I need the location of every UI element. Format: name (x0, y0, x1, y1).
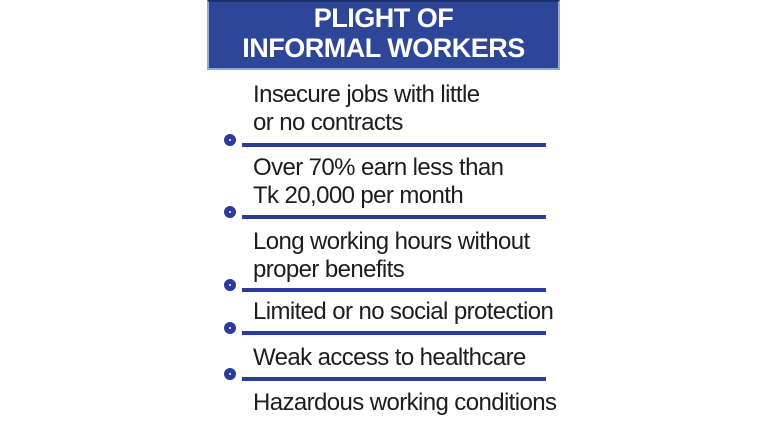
separator-line (224, 134, 546, 156)
divider-line (242, 331, 546, 335)
divider-line (242, 215, 546, 219)
list-item-insecure-jobs: Insecure jobs with little or no contract… (253, 81, 480, 136)
divider-line (242, 377, 546, 381)
list-item-hazardous-conditions: Hazardous working conditions (253, 389, 557, 416)
separator-line (224, 368, 546, 390)
list-item-long-hours: Long working hours without proper benefi… (253, 228, 530, 283)
list-item-social-protection: Limited or no social protection (253, 298, 554, 325)
header-title: PLIGHT OF INFORMAL WORKERS (242, 3, 525, 63)
divider-line (242, 143, 546, 147)
bullet-circle-icon (224, 322, 236, 334)
bullet-circle-icon (224, 279, 236, 291)
separator-line (224, 206, 546, 228)
list-item-low-earnings: Over 70% earn less than Tk 20,000 per mo… (253, 154, 504, 209)
bullet-circle-icon (224, 206, 236, 218)
header-banner: PLIGHT OF INFORMAL WORKERS (207, 0, 560, 70)
separator-line (224, 279, 546, 301)
separator-line (224, 322, 546, 344)
divider-line (242, 288, 546, 292)
list-item-healthcare: Weak access to healthcare (253, 344, 526, 371)
bullet-circle-icon (224, 368, 236, 380)
bullet-circle-icon (224, 134, 236, 146)
